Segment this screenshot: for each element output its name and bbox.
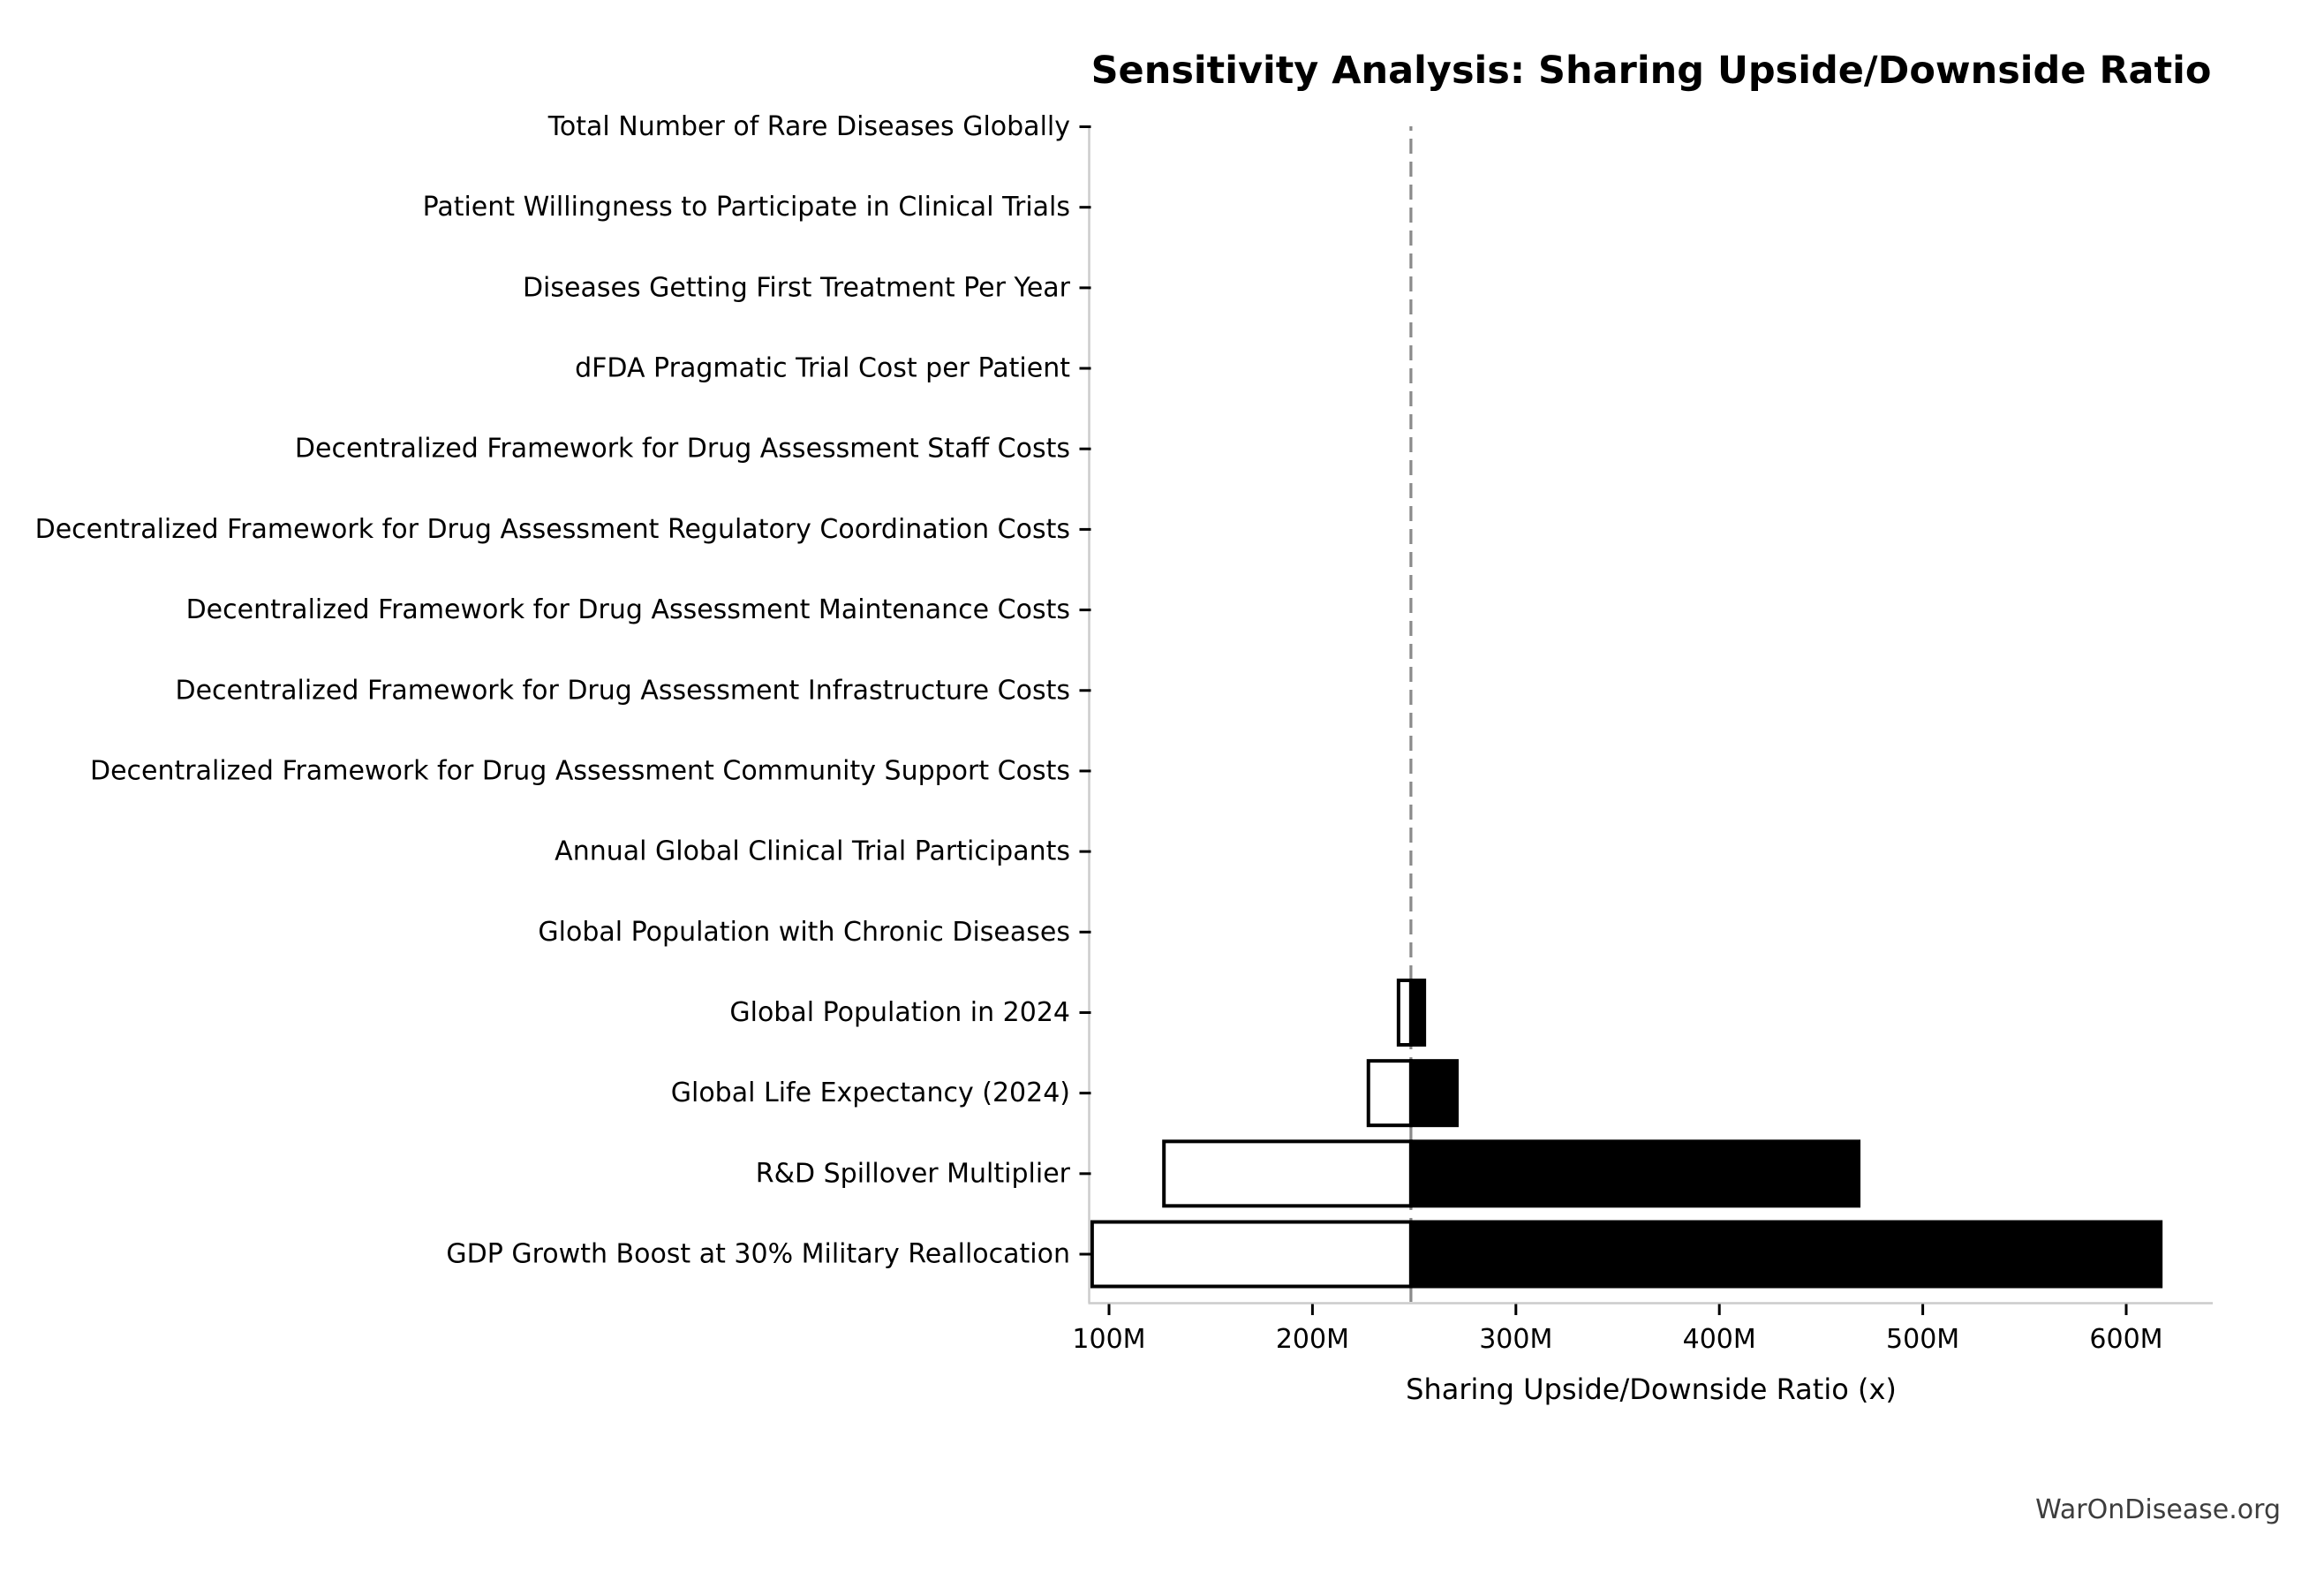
- y-tick-label: Decentralized Framework for Drug Assessm…: [295, 434, 1070, 465]
- x-tick-label: 300M: [1479, 1324, 1552, 1355]
- axes-spines-group: [1088, 125, 2213, 1305]
- y-tick-label: dFDA Pragmatic Trial Cost per Patient: [575, 353, 1070, 384]
- x-tick-label: 200M: [1276, 1324, 1349, 1355]
- y-tick-label: R&D Spillover Multiplier: [756, 1158, 1071, 1189]
- bar-low: [1396, 978, 1413, 1047]
- y-tick-label: Annual Global Clinical Trial Participant…: [555, 836, 1070, 867]
- bar-low: [1162, 1139, 1413, 1208]
- x-tick-label: 500M: [1886, 1324, 1959, 1355]
- y-tick-label: Decentralized Framework for Drug Assessm…: [186, 594, 1070, 625]
- x-tick-label: 600M: [2089, 1324, 2162, 1355]
- bars-group: [1090, 978, 2163, 1289]
- y-tick-label: Patient Willingness to Participate in Cl…: [423, 192, 1070, 223]
- watermark-label: WarOnDisease.org: [2035, 1494, 2281, 1525]
- y-tick-label: Decentralized Framework for Drug Assessm…: [175, 675, 1070, 706]
- bar-high: [1408, 1139, 1861, 1208]
- y-tick-label: Total Number of Rare Diseases Globally: [547, 111, 1070, 142]
- x-tick-label: 400M: [1683, 1324, 1756, 1355]
- bar-high: [1408, 1059, 1459, 1128]
- y-tick-label: Global Population with Chronic Diseases: [538, 917, 1070, 948]
- y-tick-label: GDP Growth Boost at 30% Military Realloc…: [446, 1239, 1070, 1270]
- y-tick-label: Decentralized Framework for Drug Assessm…: [35, 514, 1070, 545]
- y-tick-label: Global Population in 2024: [729, 997, 1070, 1028]
- y-tick-label: Decentralized Framework for Drug Assessm…: [90, 755, 1070, 786]
- bar-high: [1408, 978, 1427, 1047]
- bar-low: [1090, 1220, 1413, 1289]
- x-axis-title: Sharing Upside/Downside Ratio (x): [1406, 1373, 1897, 1406]
- chart-title: Sensitivity Analysis: Sharing Upside/Dow…: [1091, 49, 2212, 93]
- bar-low: [1366, 1059, 1413, 1128]
- x-axis-ticks-group: 100M 200M 300M 400M 500M 600M: [1072, 1304, 2163, 1355]
- x-tick-label: 100M: [1072, 1324, 1145, 1355]
- y-tick-label: Global Life Expectancy (2024): [671, 1078, 1070, 1108]
- y-tick-label: Diseases Getting First Treatment Per Yea…: [523, 272, 1071, 303]
- y-axis-ticks-group: Total Number of Rare Diseases Globally Pa…: [35, 111, 1091, 1270]
- bar-high: [1408, 1220, 2163, 1289]
